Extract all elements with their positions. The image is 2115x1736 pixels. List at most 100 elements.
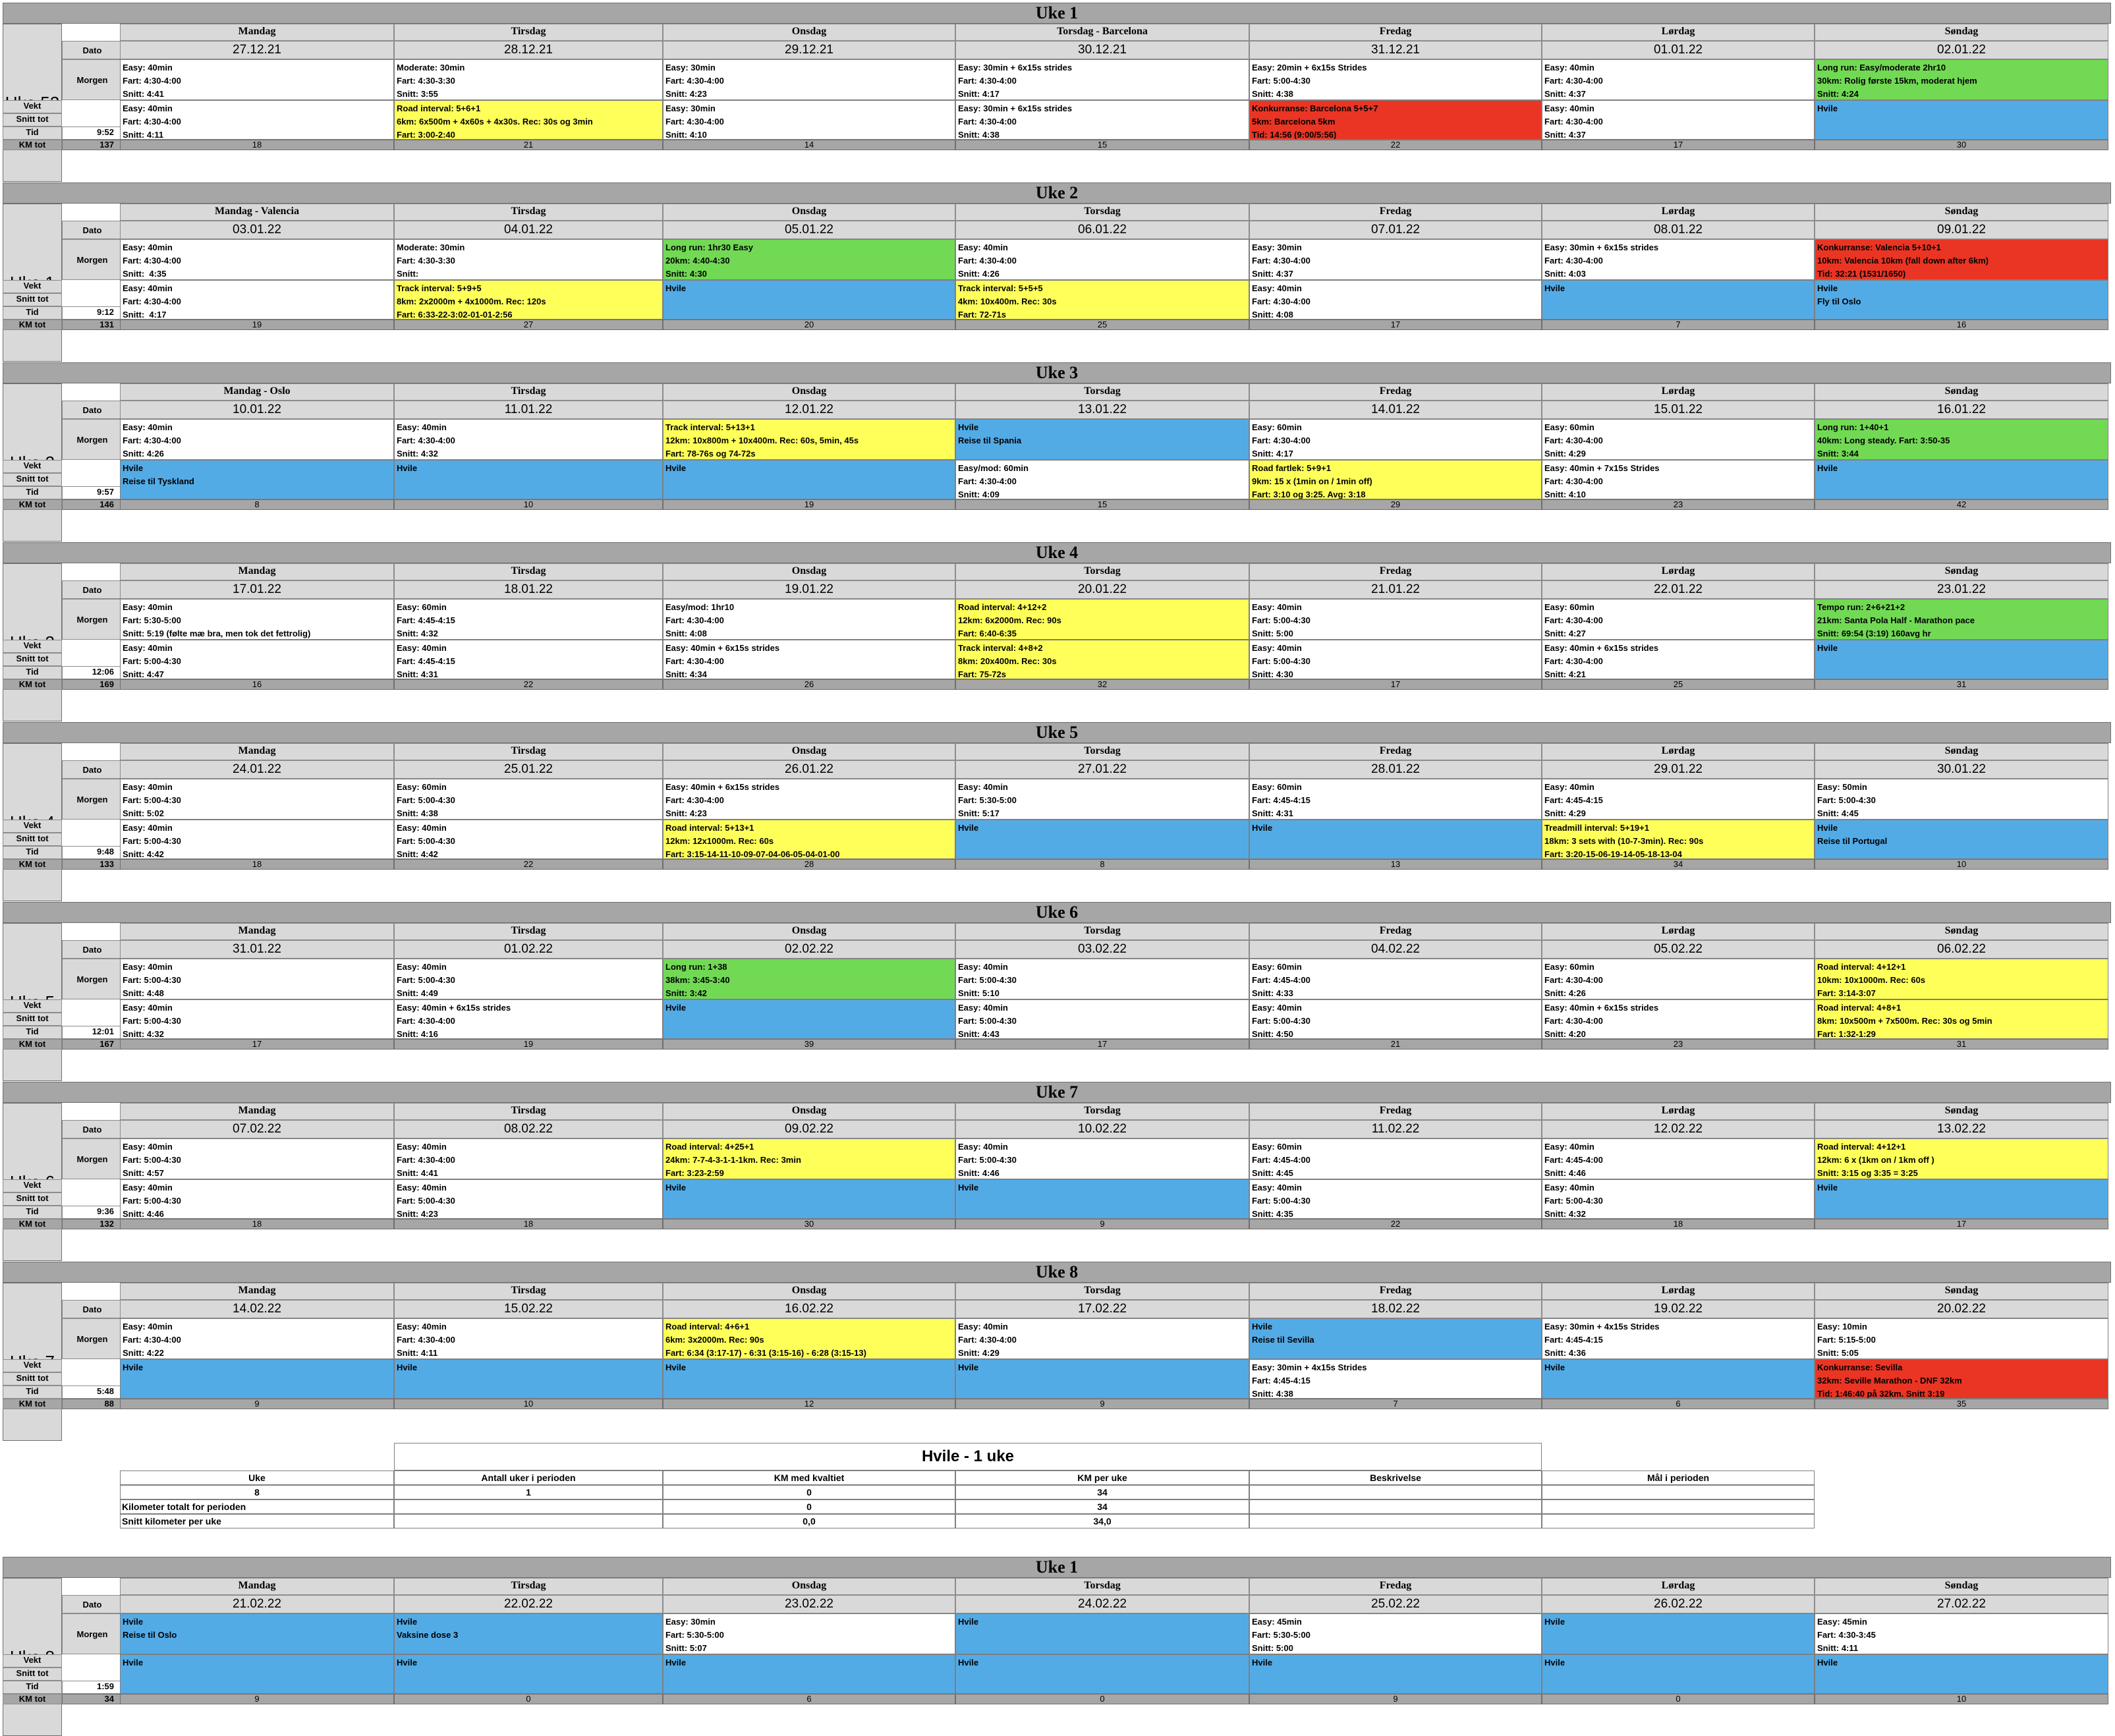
evening-session-cell[interactable]: Konkurranse: Sevilla 32km: Seville Marat…: [1815, 1359, 2108, 1399]
morning-session-cell[interactable]: Easy: 60min Fart: 4:45-4:15 Snitt: 4:31: [1249, 779, 1542, 820]
rest-value-cell[interactable]: Kilometer totalt for perioden: [120, 1499, 394, 1514]
evening-session-cell[interactable]: Road interval: 5+6+1 6km: 6x500m + 4x60s…: [394, 100, 663, 140]
evening-session-cell[interactable]: Easy: 30min Fart: 4:30-4:00 Snitt: 4:10: [663, 100, 955, 140]
evening-session-cell[interactable]: Hvile: [663, 1359, 955, 1399]
morning-session-cell[interactable]: Easy: 30min + 6x15s strides Fart: 4:30-4…: [955, 59, 1249, 100]
day-km[interactable]: 22: [394, 859, 663, 870]
evening-session-cell[interactable]: Hvile Reise til Portugal: [1815, 820, 2108, 859]
km-tot-value[interactable]: 133: [62, 859, 123, 870]
morning-session-cell[interactable]: Easy: 30min + 4x15s Strides Fart: 4:45-4…: [1542, 1318, 1815, 1359]
morning-session-cell[interactable]: Easy: 40min Fart: 5:00-4:30 Snitt: 4:48: [120, 959, 394, 999]
day-km[interactable]: 21: [1249, 1039, 1542, 1050]
km-tot-value[interactable]: 88: [62, 1399, 123, 1409]
morning-session-cell[interactable]: Hvile: [1542, 1613, 1815, 1654]
day-km[interactable]: 29: [1249, 499, 1542, 510]
tid-value[interactable]: 9:48: [62, 846, 123, 859]
morning-session-cell[interactable]: Road interval: 4+12+1 12km: 6 x (1km on …: [1815, 1138, 2108, 1179]
day-km[interactable]: 34: [1542, 859, 1815, 870]
morning-session-cell[interactable]: Easy: 40min + 6x15s strides Fart: 4:30-4…: [663, 779, 955, 820]
day-km[interactable]: 20: [663, 320, 955, 330]
day-km[interactable]: 19: [120, 320, 394, 330]
evening-session-cell[interactable]: Treadmill interval: 5+19+1 18km: 3 sets …: [1542, 820, 1815, 859]
evening-session-cell[interactable]: Hvile: [663, 280, 955, 320]
day-km[interactable]: 26: [663, 679, 955, 690]
morning-session-cell[interactable]: Easy: 45min Fart: 5:30-5:00 Snitt: 5:00: [1249, 1613, 1542, 1654]
day-km[interactable]: 6: [1542, 1399, 1815, 1409]
week-header[interactable]: Uke 3: [3, 362, 2111, 383]
morning-session-cell[interactable]: Easy: 40min Fart: 5:00-4:30 Snitt: 5:02: [120, 779, 394, 820]
rest-header-cell[interactable]: Mål i perioden: [1542, 1470, 1815, 1485]
rest-value-cell[interactable]: [1542, 1485, 1815, 1499]
tid-value[interactable]: 9:57: [62, 486, 123, 499]
evening-session-cell[interactable]: Hvile: [663, 1654, 955, 1694]
rest-header-cell[interactable]: KM per uke: [955, 1470, 1249, 1485]
evening-session-cell[interactable]: Easy: 40min Fart: 4:45-4:15 Snitt: 4:31: [394, 640, 663, 679]
day-km[interactable]: 9: [120, 1399, 394, 1409]
morning-session-cell[interactable]: Easy: 40min Fart: 4:30-4:00 Snitt: 4:22: [120, 1318, 394, 1359]
day-km[interactable]: 31: [1815, 1039, 2108, 1050]
week-header[interactable]: Uke 5: [3, 722, 2111, 743]
day-km[interactable]: 10: [394, 499, 663, 510]
day-km[interactable]: 7: [1249, 1399, 1542, 1409]
morning-session-cell[interactable]: Road interval: 4+12+2 12km: 6x2000m. Rec…: [955, 599, 1249, 640]
day-km[interactable]: 8: [955, 859, 1249, 870]
day-km[interactable]: 10: [1815, 1694, 2108, 1704]
morning-session-cell[interactable]: Easy: 40min Fart: 5:00-4:30 Snitt: 4:49: [394, 959, 663, 999]
evening-session-cell[interactable]: Easy: 40min Fart: 5:00-4:30 Snitt: 4:46: [120, 1179, 394, 1219]
morning-session-cell[interactable]: Easy: 40min Fart: 5:00-4:30 Snitt: 5:00: [1249, 599, 1542, 640]
evening-session-cell[interactable]: Easy: 40min Fart: 5:00-4:30 Snitt: 4:35: [1249, 1179, 1542, 1219]
evening-session-cell[interactable]: Easy: 40min Fart: 5:00-4:30 Snitt: 4:30: [1249, 640, 1542, 679]
tid-value[interactable]: 9:12: [62, 306, 123, 320]
rest-value-cell[interactable]: [1249, 1485, 1542, 1499]
morning-session-cell[interactable]: Long run: 1+38 38km: 3:45-3:40 Snitt: 3:…: [663, 959, 955, 999]
day-km[interactable]: 17: [1542, 140, 1815, 150]
morning-session-cell[interactable]: Easy: 40min Fart: 4:30-4:00 Snitt: 4:26: [955, 239, 1249, 280]
morning-session-cell[interactable]: Easy: 40min Fart: 4:45-4:15 Snitt: 4:29: [1542, 779, 1815, 820]
morning-session-cell[interactable]: Easy: 40min Fart: 4:30-4:00 Snitt: 4:32: [394, 419, 663, 460]
morning-session-cell[interactable]: Track interval: 5+13+1 12km: 10x800m + 1…: [663, 419, 955, 460]
day-km[interactable]: 17: [955, 1039, 1249, 1050]
morning-session-cell[interactable]: Hvile Reise til Sevilla: [1249, 1318, 1542, 1359]
morning-session-cell[interactable]: Easy: 60min Fart: 4:30-4:00 Snitt: 4:17: [1249, 419, 1542, 460]
day-km[interactable]: 9: [1249, 1694, 1542, 1704]
evening-session-cell[interactable]: Hvile: [1815, 1654, 2108, 1694]
rest-value-cell[interactable]: [1249, 1514, 1542, 1528]
rest-value-cell[interactable]: [1249, 1499, 1542, 1514]
day-km[interactable]: 17: [1815, 1219, 2108, 1229]
evening-session-cell[interactable]: Hvile: [663, 1179, 955, 1219]
day-km[interactable]: 31: [1815, 679, 2108, 690]
day-km[interactable]: 35: [1815, 1399, 2108, 1409]
day-km[interactable]: 16: [1815, 320, 2108, 330]
rest-header-cell[interactable]: Antall uker i perioden: [394, 1470, 663, 1485]
evening-session-cell[interactable]: Hvile: [1815, 100, 2108, 140]
day-km[interactable]: 10: [394, 1399, 663, 1409]
evening-session-cell[interactable]: Hvile: [1249, 820, 1542, 859]
evening-session-cell[interactable]: Hvile: [120, 1654, 394, 1694]
day-km[interactable]: 9: [955, 1399, 1249, 1409]
morning-session-cell[interactable]: Easy: 60min Fart: 5:00-4:30 Snitt: 4:38: [394, 779, 663, 820]
evening-session-cell[interactable]: Easy: 40min Fart: 5:00-4:30 Snitt: 4:47: [120, 640, 394, 679]
day-km[interactable]: 28: [663, 859, 955, 870]
week-header[interactable]: Uke 6: [3, 902, 2111, 923]
evening-session-cell[interactable]: Hvile: [955, 1654, 1249, 1694]
day-km[interactable]: 32: [955, 679, 1249, 690]
day-km[interactable]: 18: [120, 1219, 394, 1229]
morning-session-cell[interactable]: Easy: 60min Fart: 4:30-4:00 Snitt: 4:27: [1542, 599, 1815, 640]
day-km[interactable]: 25: [955, 320, 1249, 330]
day-km[interactable]: 18: [120, 140, 394, 150]
day-km[interactable]: 14: [663, 140, 955, 150]
morning-session-cell[interactable]: Moderate: 30min Fart: 4:30-3:30 Snitt:: [394, 239, 663, 280]
day-km[interactable]: 21: [394, 140, 663, 150]
morning-session-cell[interactable]: Easy: 40min Fart: 5:30-5:00 Snitt: 5:17: [955, 779, 1249, 820]
km-tot-value[interactable]: 169: [62, 679, 123, 690]
week-header[interactable]: Uke 7: [3, 1082, 2111, 1103]
morning-session-cell[interactable]: Tempo run: 2+6+21+2 21km: Santa Pola Hal…: [1815, 599, 2108, 640]
week-header[interactable]: Uke 1: [3, 1557, 2111, 1578]
morning-session-cell[interactable]: Easy: 30min Fart: 5:30-5:00 Snitt: 5:07: [663, 1613, 955, 1654]
morning-session-cell[interactable]: Hvile: [955, 1613, 1249, 1654]
evening-session-cell[interactable]: Konkurranse: Barcelona 5+5+7 5km: Barcel…: [1249, 100, 1542, 140]
morning-session-cell[interactable]: Easy: 40min Fart: 4:30-4:00 Snitt: 4:26: [120, 419, 394, 460]
evening-session-cell[interactable]: Hvile: [1542, 280, 1815, 320]
day-km[interactable]: 17: [1249, 679, 1542, 690]
km-tot-value[interactable]: 131: [62, 320, 123, 330]
